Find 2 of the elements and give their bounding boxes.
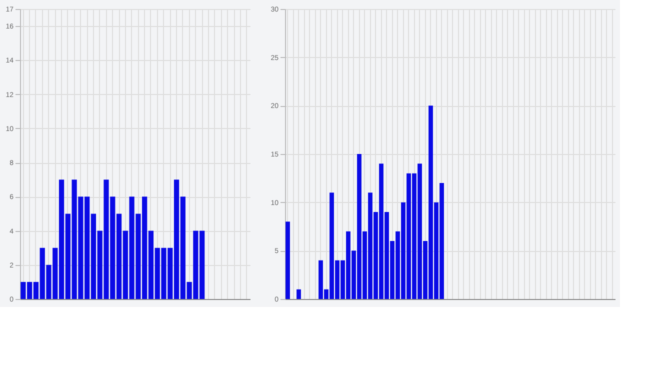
bar (296, 289, 301, 299)
bar (286, 222, 290, 299)
